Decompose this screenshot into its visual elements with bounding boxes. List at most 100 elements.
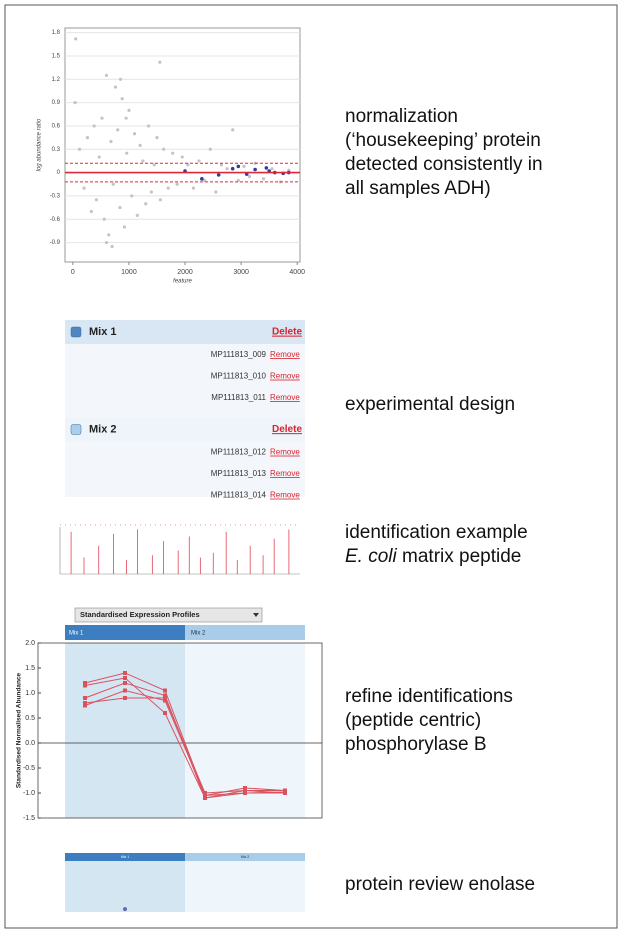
sample-id: MP111813_011 bbox=[211, 393, 266, 402]
group-header bbox=[65, 853, 185, 861]
y-tick-label: 0.6 bbox=[52, 124, 61, 130]
dropdown-arrow bbox=[253, 613, 259, 617]
profile-point bbox=[83, 701, 87, 705]
data-point bbox=[253, 167, 257, 172]
data-point bbox=[92, 124, 96, 128]
profile-line bbox=[84, 672, 286, 797]
data-point bbox=[74, 37, 78, 41]
figure-border bbox=[4, 4, 618, 929]
y-tick-label: 0.5 bbox=[25, 715, 35, 722]
data-point bbox=[89, 209, 93, 214]
data-point bbox=[216, 173, 221, 177]
caption-line: refine identifications bbox=[345, 686, 513, 707]
dropdown-label: Standardised Expression Profiles bbox=[80, 610, 200, 619]
group-delete[interactable]: Delete bbox=[272, 327, 302, 338]
group-name: Mix 2 bbox=[89, 423, 117, 435]
design-panel bbox=[65, 320, 305, 497]
profile-point bbox=[83, 703, 87, 708]
data-point bbox=[144, 202, 148, 206]
caption-line: identification example bbox=[345, 522, 528, 543]
group-delete[interactable]: Delete bbox=[272, 424, 302, 435]
y-tick-label: 1.5 bbox=[52, 54, 61, 60]
sample-remove[interactable]: Remove bbox=[270, 372, 300, 381]
group-shade bbox=[65, 861, 185, 912]
data-point bbox=[270, 167, 274, 171]
profile-point bbox=[163, 711, 167, 715]
data-point bbox=[104, 73, 109, 78]
y-tick-label: -0.5 bbox=[23, 765, 35, 772]
sample-id: MP111813_014 bbox=[211, 491, 267, 500]
sample-remove[interactable]: Remove bbox=[270, 491, 300, 500]
species: E. coli bbox=[345, 546, 398, 567]
group-header bbox=[185, 853, 305, 861]
data-point bbox=[158, 60, 162, 64]
profile-point bbox=[123, 688, 127, 693]
sample-remove[interactable]: Remove bbox=[270, 350, 300, 359]
data-point bbox=[132, 132, 137, 136]
profile-point bbox=[123, 681, 127, 685]
profile-point bbox=[203, 796, 207, 800]
profile-point bbox=[243, 788, 247, 793]
sample-remove[interactable]: Remove bbox=[270, 393, 300, 402]
y-tick-label: 0.0 bbox=[25, 740, 35, 747]
sample-id: MP111813_013 bbox=[211, 469, 267, 478]
data-point bbox=[155, 136, 159, 140]
x-tick-label: 0 bbox=[71, 269, 75, 276]
profile-point bbox=[83, 681, 87, 685]
data-point bbox=[100, 116, 104, 120]
dropdown[interactable] bbox=[74, 607, 263, 623]
group-header bbox=[185, 625, 305, 640]
profile-point bbox=[123, 671, 127, 675]
caption-line: (peptide centric) bbox=[345, 710, 481, 731]
group-row bbox=[65, 320, 305, 344]
caption-line: experimental design bbox=[345, 394, 515, 415]
x-tick-label: 1000 bbox=[121, 269, 137, 276]
y-tick-label: -0.9 bbox=[50, 240, 61, 246]
caption-line: phosphorylase B bbox=[345, 734, 487, 755]
y-tick-label: -0.6 bbox=[50, 217, 61, 223]
data-point bbox=[231, 128, 235, 132]
data-point bbox=[116, 128, 120, 132]
data-point bbox=[110, 244, 114, 249]
profile-point bbox=[283, 790, 287, 794]
data-point bbox=[111, 182, 115, 186]
data-point bbox=[230, 166, 235, 171]
data-point bbox=[77, 147, 82, 151]
data-point bbox=[236, 164, 241, 169]
sample-id: MP111813_012 bbox=[211, 448, 267, 457]
y-tick-label: 0.9 bbox=[52, 100, 61, 106]
data-point bbox=[242, 164, 246, 168]
profile-line bbox=[84, 697, 285, 794]
x-tick-label: 3000 bbox=[233, 269, 249, 276]
profile-point bbox=[83, 683, 87, 688]
review-point bbox=[123, 907, 127, 912]
data-point bbox=[73, 101, 77, 105]
data-point bbox=[120, 97, 124, 101]
data-point bbox=[261, 177, 266, 181]
group-header bbox=[65, 625, 185, 640]
data-point bbox=[158, 198, 162, 202]
data-point bbox=[214, 190, 218, 194]
data-point bbox=[191, 186, 196, 190]
sample-remove[interactable]: Remove bbox=[270, 448, 300, 457]
profile-line bbox=[84, 677, 286, 799]
data-point bbox=[94, 198, 99, 202]
group-label: Mix 2 bbox=[241, 855, 249, 859]
data-point bbox=[97, 155, 101, 159]
sample-id: MP111813_010 bbox=[211, 372, 267, 381]
x-axis-label: feature bbox=[173, 279, 192, 285]
data-point bbox=[175, 182, 179, 186]
profile-point bbox=[163, 696, 167, 700]
caption-rest: matrix peptide bbox=[397, 546, 522, 567]
data-point bbox=[203, 178, 207, 182]
caption-line: normalization bbox=[345, 106, 458, 127]
y-tick-label: 0 bbox=[57, 170, 61, 176]
group-shade bbox=[65, 643, 185, 818]
caption-line: protein review enolase bbox=[345, 874, 535, 895]
y-tick-label: 2.0 bbox=[25, 640, 35, 647]
sample-remove[interactable]: Remove bbox=[270, 469, 300, 478]
x-tick-label: 4000 bbox=[289, 269, 305, 276]
data-point bbox=[130, 194, 134, 198]
data-point bbox=[82, 186, 86, 190]
y-tick-label: 1.5 bbox=[25, 665, 35, 672]
